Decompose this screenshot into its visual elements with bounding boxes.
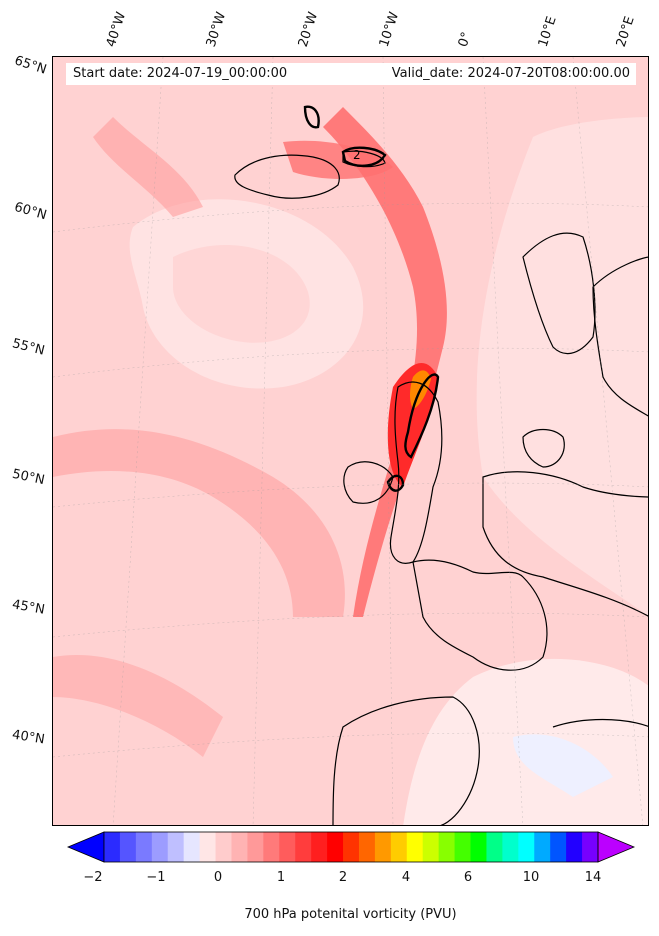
pv-2-contours xyxy=(303,105,440,492)
colorbar-cell xyxy=(263,832,280,862)
colorbar-cell xyxy=(119,832,137,862)
norway-coast xyxy=(522,232,596,355)
central-europe-coast xyxy=(482,471,648,617)
iberia-coast xyxy=(332,696,480,825)
ireland-coast xyxy=(343,461,394,504)
pv-contour-north xyxy=(303,105,320,129)
colorbar-cell xyxy=(454,832,472,862)
lon-label-40w: 40°W xyxy=(103,10,130,49)
colorbar-tick-label: 1 xyxy=(276,870,286,885)
lon-label-10w: 10°W xyxy=(376,10,403,49)
lon-label-20w: 20°W xyxy=(295,10,322,49)
france-coast xyxy=(412,559,548,671)
pv-low-region-inner xyxy=(173,244,310,343)
colorbar-cell xyxy=(311,832,328,862)
colorbar-cell xyxy=(566,832,583,862)
colorbar-tick-label: 0 xyxy=(213,870,223,885)
lat-label-45n: 45°N xyxy=(10,597,46,618)
start-date-label: Start date: 2024-07-19_00:00:00 xyxy=(73,66,288,81)
colorbar-cell xyxy=(374,832,392,862)
gridline-55n xyxy=(53,347,648,378)
date-info-box: Start date: 2024-07-19_00:00:00 Valid_da… xyxy=(66,63,636,85)
pv-contour-irish-sea xyxy=(386,474,405,492)
colorbar-tick-label: 4 xyxy=(401,870,411,885)
lat-label-55n: 55°N xyxy=(10,336,47,359)
map-plot: 2 xyxy=(52,56,649,826)
gridline-20w xyxy=(252,57,274,825)
colorbar xyxy=(66,831,636,863)
pv-high-ridge xyxy=(323,107,447,617)
colorbar-cells xyxy=(66,831,636,863)
colorbar-cell xyxy=(199,832,217,862)
coastlines xyxy=(234,150,648,825)
colorbar-tick-label: 6 xyxy=(463,870,473,885)
pv-band-south xyxy=(53,655,223,757)
colorbar-cell xyxy=(279,832,296,862)
gridline-30w xyxy=(112,57,164,825)
colorbar-cell xyxy=(390,832,408,862)
lat-label-60n: 60°N xyxy=(12,199,49,224)
pv-negative-patch xyxy=(513,734,613,797)
colorbar-cell xyxy=(470,832,487,862)
colorbar-cell xyxy=(502,832,519,862)
colorbar-tick-label: 10 xyxy=(522,870,540,885)
pv-band-southwest xyxy=(53,429,345,617)
pv-light-east xyxy=(476,117,648,616)
colorbar-cell xyxy=(422,832,440,862)
pv-iceland-high xyxy=(283,140,393,179)
colorbar-cell xyxy=(183,832,201,862)
colorbar-cell xyxy=(343,832,360,862)
pv-field-map: 2 xyxy=(53,57,648,825)
colorbar-extend-max xyxy=(597,831,636,863)
gridline-40n xyxy=(53,732,648,758)
gridline-0 xyxy=(482,57,524,825)
sweden-coast xyxy=(592,256,648,417)
colorbar-cell xyxy=(358,832,376,862)
pv-band-north xyxy=(93,117,203,217)
colorbar-title: 700 hPa potenital vorticity (PVU) xyxy=(244,907,457,922)
colorbar-tick-label: 14 xyxy=(584,870,602,885)
colorbar-cell xyxy=(167,832,185,862)
lon-label-0: 0° xyxy=(455,30,475,49)
colorbar-cell xyxy=(231,832,248,862)
pv-contour-faroe xyxy=(341,146,387,167)
gridline-50n xyxy=(53,482,648,508)
lat-label-40n: 40°N xyxy=(11,727,46,748)
colorbar-tick-label: 2 xyxy=(338,870,348,885)
colorbar-cell xyxy=(486,832,503,862)
contour-label-2: 2 xyxy=(353,148,361,162)
lon-label-20e: 20°E xyxy=(613,14,638,50)
denmark-coast xyxy=(522,428,565,468)
colorbar-extend-min xyxy=(66,831,105,863)
colorbar-cell xyxy=(135,832,153,862)
colorbar-cell xyxy=(295,832,312,862)
gridline-45n xyxy=(53,612,648,638)
lon-label-30w: 30°W xyxy=(203,10,230,49)
graticule xyxy=(53,57,648,825)
colorbar-cell xyxy=(550,832,567,862)
colorbar-cell xyxy=(151,832,169,862)
colorbar-cell xyxy=(438,832,456,862)
lat-label-65n: 65°N xyxy=(12,53,49,78)
colorbar-cell xyxy=(534,832,551,862)
gridline-10e xyxy=(572,57,644,825)
valid-date-label: Valid_date: 2024-07-20T08:00:00.00 xyxy=(391,66,630,81)
colorbar-cell xyxy=(247,832,264,862)
lon-label-10e: 10°E xyxy=(535,14,560,50)
gridline-10w xyxy=(382,57,394,825)
colorbar-outline xyxy=(103,831,599,863)
mediterranean-coast xyxy=(552,718,648,728)
iceland-coast xyxy=(234,154,340,199)
colorbar-tick-label: −1 xyxy=(146,870,166,885)
colorbar-cell xyxy=(406,832,424,862)
lat-label-50n: 50°N xyxy=(10,466,46,489)
colorbar-cell xyxy=(582,832,599,862)
colorbar-cell xyxy=(327,832,344,862)
colorbar-cell xyxy=(104,832,121,862)
pv-contour-britain xyxy=(404,373,440,459)
colorbar-cell xyxy=(215,832,232,862)
colorbar-tick-label: −2 xyxy=(83,870,103,885)
gridline-60n xyxy=(53,202,648,233)
colorbar-cell xyxy=(518,832,535,862)
